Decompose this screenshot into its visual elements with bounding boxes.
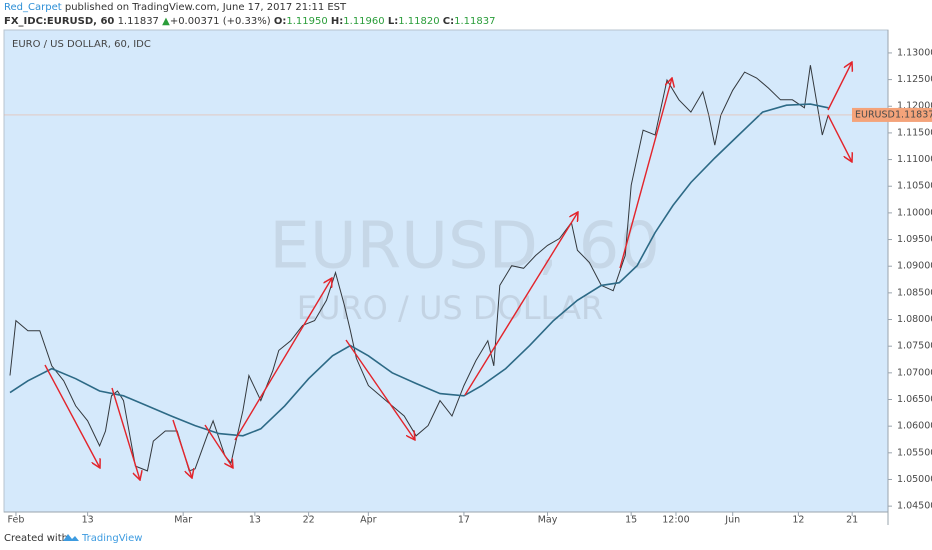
arrow — [345, 339, 415, 440]
series-line — [9, 65, 829, 472]
y-tick-label: 1.08500 — [897, 287, 932, 298]
series-line — [9, 103, 829, 437]
logo — [63, 534, 79, 541]
published: published on TradingView.com, June 17, 2… — [65, 2, 347, 13]
y-tick-label: 1.06500 — [897, 394, 932, 405]
quote-line: FX_IDC:EURUSD, 60 1.11837 ▲+0.00371 (+0.… — [4, 16, 495, 27]
x-tick-label: 13 — [249, 515, 261, 526]
low-label: L: — [388, 16, 398, 27]
y-tick-label: 1.12000 — [897, 101, 932, 112]
plot-area — [3, 29, 889, 513]
author[interactable]: Red_Carpet — [4, 2, 62, 13]
footer-brand[interactable]: TradingView — [81, 533, 142, 544]
symbol-tag-box — [852, 107, 932, 122]
footer-bar — [0, 526, 932, 550]
last-price-label: 1.11837 — [895, 109, 932, 120]
footer-created: Created with — [4, 533, 68, 544]
y-tick-label: 1.05000 — [897, 474, 932, 485]
x-tick-label: 12:00 — [662, 515, 689, 526]
close-label: C: — [443, 16, 454, 27]
open-label: O: — [274, 16, 287, 27]
y-tick-label: 1.11500 — [897, 127, 932, 138]
symbol-tag: EURUSD — [855, 109, 895, 120]
y-tick-label: 1.07500 — [897, 341, 932, 352]
up-arrow: ▲ — [162, 16, 170, 27]
arrow — [234, 278, 332, 441]
x-tick-label: Feb — [8, 515, 25, 526]
open: 1.11950 — [286, 16, 327, 27]
y-tick-label: 1.08000 — [897, 314, 932, 325]
close: 1.11837 — [454, 16, 495, 27]
price: 1.11837 — [118, 16, 159, 27]
annotations — [44, 62, 852, 480]
low: 1.11820 — [398, 16, 439, 27]
y-tick-label: 1.09000 — [897, 261, 932, 272]
arrow — [464, 212, 578, 396]
y-tick-label: 1.07000 — [897, 367, 932, 378]
data-layer — [4, 65, 888, 472]
arrow — [619, 78, 672, 269]
symbol: FX_IDC:EURUSD, 60 — [4, 16, 114, 27]
x-tick-label: Jun — [724, 515, 740, 526]
x-tick-label: May — [538, 515, 558, 526]
arrow — [44, 364, 100, 468]
y-tick-label: 1.10500 — [897, 181, 932, 192]
x-tick-label: Apr — [360, 515, 377, 526]
y-tick-label: 1.04500 — [897, 501, 932, 512]
high-label: H: — [331, 16, 343, 27]
arrow — [204, 424, 233, 468]
change: +0.00371 (+0.33%) — [170, 16, 271, 27]
x-tick-label: 21 — [846, 515, 858, 526]
header-line: Red_Carpet published on TradingView.com,… — [4, 2, 347, 13]
y-tick-label: 1.10000 — [897, 207, 932, 218]
arrow — [827, 62, 852, 111]
arrow — [827, 114, 852, 162]
high: 1.11960 — [343, 16, 384, 27]
y-tick-label: 1.12500 — [897, 74, 932, 85]
watermark: EURUSD, 60 — [269, 210, 660, 284]
watermark-sub: EURO / US DOLLAR — [297, 289, 603, 327]
arrow — [111, 387, 140, 480]
x-tick-label: 17 — [458, 515, 470, 526]
x-tick-label: 22 — [303, 515, 315, 526]
x-tick-label: 12 — [792, 515, 804, 526]
y-tick-label: 1.06000 — [897, 421, 932, 432]
y-tick-label: 1.11000 — [897, 154, 932, 165]
y-tick-label: 1.13000 — [897, 47, 932, 58]
y-tick-label: 1.05500 — [897, 447, 932, 458]
x-tick-label: 13 — [82, 515, 94, 526]
x-tick-label: Mar — [174, 515, 192, 526]
x-tick-label: 15 — [625, 515, 637, 526]
arrow — [172, 419, 192, 478]
chart-title: EURO / US DOLLAR, 60, IDC — [12, 39, 151, 50]
y-tick-label: 1.09500 — [897, 234, 932, 245]
axes: 1.04500 1.05000 1.05500 1.06000 1.06500 1.070… — [8, 47, 932, 526]
